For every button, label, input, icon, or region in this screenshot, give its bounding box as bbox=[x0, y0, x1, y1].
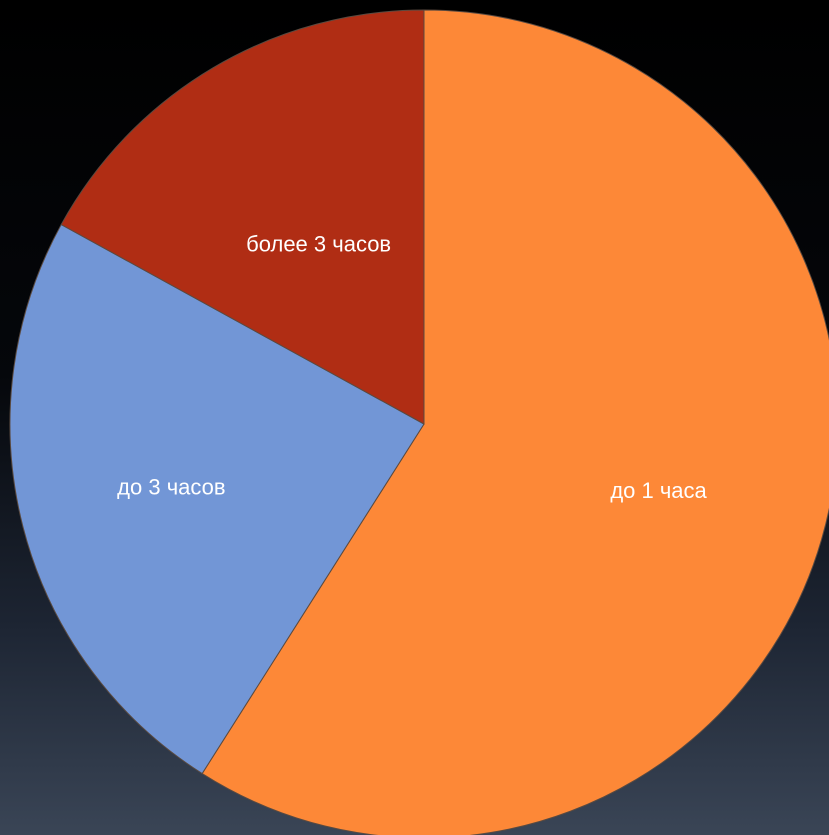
pie-slice-3 bbox=[60, 9, 425, 425]
pie-slice-1 bbox=[201, 9, 829, 835]
pie-slices bbox=[9, 9, 829, 835]
pie-labels: до 1 часа до 3 часов более 3 часов bbox=[117, 232, 707, 503]
pie-slice-label-2: до 3 часов bbox=[117, 475, 225, 500]
pie-slice-label-1: до 1 часа bbox=[610, 478, 707, 503]
pie-slice-label-3: более 3 часов bbox=[246, 232, 391, 257]
pie-slice-2 bbox=[9, 223, 425, 775]
